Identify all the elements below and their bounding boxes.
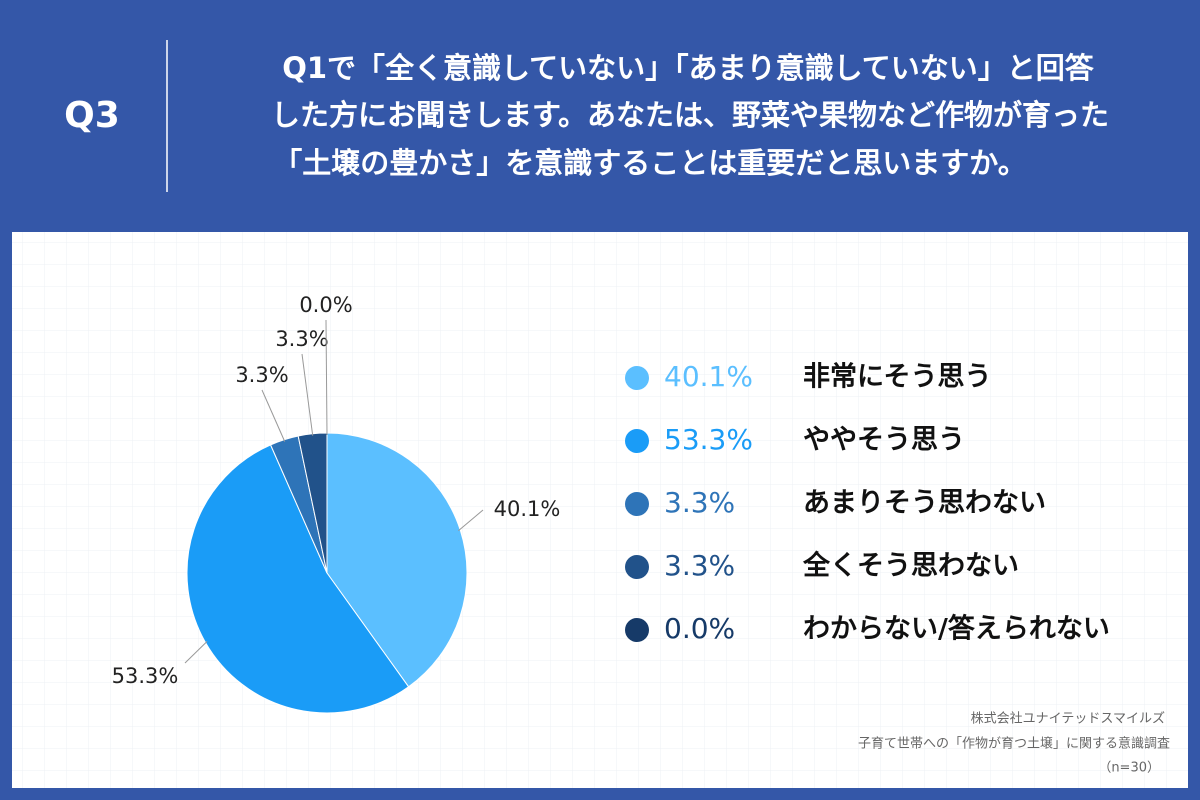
pie-slice [326, 432, 468, 688]
question-line: Q1で「全く意識していない」「あまり意識していない」と回答 [282, 51, 1095, 85]
leader-line [458, 509, 484, 532]
leader-line [301, 353, 314, 436]
legend: 40.1% 非常にそう思う 53.3% ややそう思う 3.3% あまりそう思わない 3.3%… [625, 360, 1110, 645]
source-line: （n=30） [1098, 761, 1160, 776]
source-line: 株式会社ユナイテッドスマイルズ [971, 711, 1165, 727]
legend-value: 0.0% [664, 612, 735, 645]
pie-slice [186, 444, 410, 714]
question: Q1で「全く意識していない」「あまり意識していない」と回答 した方にお聞きします… [271, 51, 1109, 180]
source-line: 子育て世帯への「作物が育つ土壌」に関する意識調査 [858, 736, 1170, 752]
legend-value: 3.3% [664, 486, 735, 519]
data-label: 53.3% [112, 664, 179, 688]
leader-line [184, 641, 208, 664]
legend-dot [625, 555, 649, 579]
legend-label: わからない/答えられない [803, 613, 1110, 645]
question-line: 「土壌の豊かさ」を意識することは重要だと思いますか。 [273, 146, 1026, 180]
leader-line [325, 319, 328, 436]
legend-value: 53.3% [664, 423, 753, 456]
leader-line [261, 389, 286, 442]
legend-dot [625, 492, 649, 516]
data-label: 0.0% [299, 293, 352, 317]
data-label: 3.3% [235, 363, 288, 387]
question-line: した方にお聞きします。あなたは、野菜や果物など作物が育った [271, 98, 1109, 132]
source: 株式会社ユナイテッドスマイルズ 子育て世帯への「作物が育つ土壌」に関する意識調査… [858, 711, 1170, 776]
data-label: 40.1% [494, 497, 561, 521]
legend-dot [625, 429, 649, 453]
legend-value: 3.3% [664, 549, 735, 582]
legend-dot [625, 618, 649, 642]
legend-label: 非常にそう思う [803, 362, 991, 393]
legend-value: 40.1% [664, 360, 753, 393]
legend-label: ややそう思う [803, 425, 965, 456]
question-number: Q3 [64, 95, 120, 136]
data-label: 3.3% [275, 327, 328, 351]
legend-label: 全くそう思わない [802, 550, 1019, 582]
legend-label: あまりそう思わない [803, 488, 1046, 519]
pie: 40.1% 53.3% 3.3% 3.3% 0.0% [112, 293, 561, 714]
legend-dot [625, 366, 649, 390]
